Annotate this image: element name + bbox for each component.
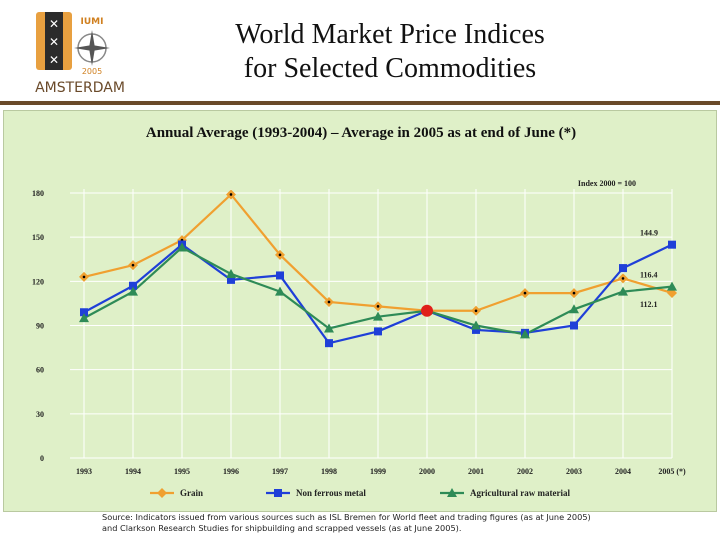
y-tick-label: 180 bbox=[32, 189, 44, 198]
grain-point-dot bbox=[523, 291, 527, 295]
agri-point bbox=[618, 286, 628, 296]
grain-point-dot bbox=[621, 277, 625, 280]
agri-point bbox=[79, 313, 89, 323]
grain-point-dot bbox=[82, 275, 86, 279]
non-ferrous-point bbox=[274, 489, 282, 497]
non-ferrous-point bbox=[619, 264, 627, 273]
agri-point bbox=[226, 268, 236, 278]
agri-point bbox=[373, 311, 383, 321]
x-tick-label: 1994 bbox=[125, 467, 141, 476]
title-line1: World Market Price Indices bbox=[235, 19, 545, 50]
y-tick-label: 90 bbox=[36, 322, 44, 331]
non-ferrous-point bbox=[325, 339, 333, 348]
cross-icon: ✕ bbox=[49, 17, 59, 31]
y-tick-label: 0 bbox=[40, 454, 44, 463]
x-tick-label: 1997 bbox=[272, 467, 288, 476]
y-tick-label: 120 bbox=[32, 277, 44, 286]
y-tick-label: 30 bbox=[36, 410, 44, 419]
grain-point-dot bbox=[376, 305, 380, 308]
x-tick-label: 1998 bbox=[321, 467, 337, 476]
end-label: 112.1 bbox=[640, 300, 658, 309]
non-ferrous-point bbox=[276, 271, 284, 280]
x-tick-label: 2001 bbox=[468, 467, 484, 476]
y-tick-label: 60 bbox=[36, 366, 44, 375]
cross-icon: ✕ bbox=[49, 53, 59, 67]
x-tick-label: 2003 bbox=[566, 467, 582, 476]
title-divider bbox=[0, 101, 720, 105]
legend-agri-label: Agricultural raw material bbox=[470, 488, 570, 498]
non-ferrous-point bbox=[129, 281, 137, 290]
agri-point bbox=[471, 320, 481, 330]
x-tick-label: 1996 bbox=[223, 467, 239, 476]
grain-point-dot bbox=[278, 253, 282, 257]
non-ferrous-point bbox=[570, 321, 578, 330]
legend-grain-label: Grain bbox=[180, 488, 203, 498]
x-tick-label: 2004 bbox=[615, 467, 631, 476]
source-line2: and Clarkson Research Studies for shipbu… bbox=[102, 523, 462, 533]
chart-title: Annual Average (1993-2004) – Average in … bbox=[145, 125, 577, 141]
grain-point bbox=[157, 488, 167, 498]
x-tick-label: 1995 bbox=[174, 467, 190, 476]
agri-point bbox=[447, 488, 457, 497]
x-tick-label: 1999 bbox=[370, 467, 386, 476]
logo-badge-line1: IUMI bbox=[81, 17, 104, 27]
chart-panel: Annual Average (1993-2004) – Average in … bbox=[3, 110, 717, 512]
agri-point bbox=[667, 281, 677, 291]
agri-point bbox=[128, 286, 138, 296]
end-label: 116.4 bbox=[640, 271, 658, 280]
non-ferrous-point bbox=[80, 308, 88, 317]
end-label: 144.9 bbox=[640, 229, 658, 238]
grain-point-dot bbox=[327, 300, 331, 304]
agri-point bbox=[324, 323, 334, 333]
grain-point-dot bbox=[229, 193, 233, 196]
agri-point bbox=[275, 286, 285, 296]
agri-point bbox=[177, 242, 187, 252]
y-tick-label: 150 bbox=[32, 233, 44, 242]
x-tick-label: 1993 bbox=[76, 467, 92, 476]
agri-point bbox=[569, 304, 579, 314]
x-tick-label: 2000 bbox=[419, 467, 435, 476]
logo-badge-line2: 2005 bbox=[82, 67, 102, 76]
agri-point bbox=[520, 329, 530, 339]
x-tick-label: 2005 (*) bbox=[658, 467, 686, 476]
legend-non-ferrous-label: Non ferrous metal bbox=[296, 488, 366, 498]
iumi-amsterdam-logo: ✕ ✕ ✕ IUMI 2005 AMSTERDAM bbox=[30, 10, 140, 100]
base-year-point bbox=[421, 304, 433, 317]
grain-point-dot bbox=[572, 291, 576, 295]
source-note: Source: Indicators issued from various s… bbox=[102, 512, 712, 534]
logo-city: AMSTERDAM bbox=[35, 80, 125, 96]
non-ferrous-point bbox=[668, 240, 676, 249]
page-title: World Market Price Indices for Selected … bbox=[150, 18, 630, 86]
line-chart: Index 2000 = 100 0 30 60 90 120 150 180 1993 1994… bbox=[32, 179, 686, 498]
non-ferrous-point bbox=[472, 325, 480, 334]
x-tick-label: 2002 bbox=[517, 467, 533, 476]
grain-point-dot bbox=[131, 263, 135, 267]
cross-icon: ✕ bbox=[49, 35, 59, 49]
index-note: Index 2000 = 100 bbox=[578, 179, 636, 188]
non-ferrous-point bbox=[227, 275, 235, 284]
source-line1: Source: Indicators issued from various s… bbox=[102, 512, 591, 522]
non-ferrous-point bbox=[374, 327, 382, 336]
grain-point-dot bbox=[474, 309, 478, 313]
grain-point bbox=[667, 287, 677, 298]
title-line2: for Selected Commodities bbox=[243, 53, 537, 84]
